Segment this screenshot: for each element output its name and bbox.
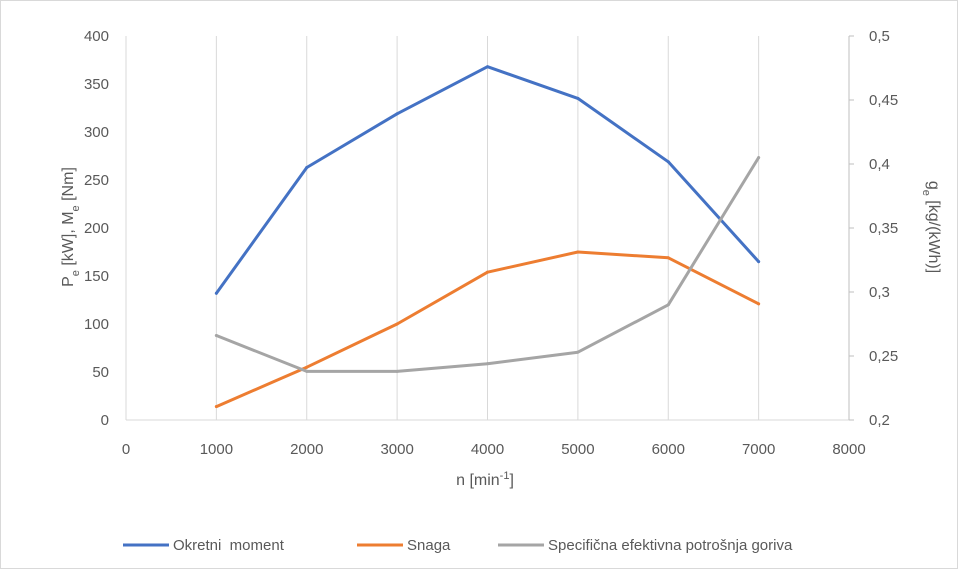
y-tick-label: 50 xyxy=(92,364,109,381)
y2-tick-label: 0,45 xyxy=(869,92,898,109)
legend-label-okretni-moment: Okretni moment xyxy=(173,537,285,554)
y-tick-label: 100 xyxy=(84,316,109,333)
data-point-1 xyxy=(396,323,399,326)
x-tick-label: 7000 xyxy=(742,441,775,458)
data-point-0 xyxy=(215,292,218,295)
data-point-1 xyxy=(576,251,579,254)
tick-labels: 0 1000 2000 3000 4000 5000 6000 7000 8000 0 50 100 1… xyxy=(84,28,898,458)
x-tick-label: 6000 xyxy=(652,441,685,458)
data-point-1 xyxy=(667,256,670,259)
legend-label-snaga: Snaga xyxy=(407,537,451,554)
data-point-0 xyxy=(576,97,579,100)
y2-tick-label: 0,3 xyxy=(869,284,890,301)
data-point-0 xyxy=(305,166,308,169)
x-tick-label: 4000 xyxy=(471,441,504,458)
y2-tick-label: 0,35 xyxy=(869,220,898,237)
data-point-0 xyxy=(757,260,760,263)
y2-tick-label: 0,4 xyxy=(869,156,890,173)
y2-tick-label: 0,2 xyxy=(869,412,890,429)
data-point-2 xyxy=(667,303,670,306)
data-point-0 xyxy=(396,112,399,115)
data-point-1 xyxy=(305,366,308,369)
x-tick-label: 3000 xyxy=(380,441,413,458)
y-tick-label: 200 xyxy=(84,220,109,237)
x-tick-label: 2000 xyxy=(290,441,323,458)
y-tick-label: 250 xyxy=(84,172,109,189)
data-point-2 xyxy=(576,351,579,354)
data-point-1 xyxy=(757,302,760,305)
x-tick-label: 1000 xyxy=(200,441,233,458)
data-point-2 xyxy=(757,156,760,159)
y2-tick-label: 0,5 xyxy=(869,28,890,45)
data-point-0 xyxy=(486,65,489,68)
legend: Okretni moment Snaga Specifična efektivn… xyxy=(123,537,793,554)
x-tick-label: 8000 xyxy=(832,441,865,458)
data-point-0 xyxy=(667,160,670,163)
legend-item-specificna-potrosnja[interactable]: Specifična efektivna potrošnja goriva xyxy=(498,537,793,554)
data-point-2 xyxy=(486,362,489,365)
legend-label-specificna-potrosnja: Specifična efektivna potrošnja goriva xyxy=(548,537,793,554)
x-tick-label: 5000 xyxy=(561,441,594,458)
x-tick-label: 0 xyxy=(122,441,130,458)
data-point-2 xyxy=(305,370,308,373)
legend-item-snaga[interactable]: Snaga xyxy=(357,537,451,554)
gridlines xyxy=(216,36,849,420)
data-point-2 xyxy=(396,370,399,373)
y-tick-label: 300 xyxy=(84,124,109,141)
data-point-1 xyxy=(486,271,489,274)
y-axis-title-left: Pe [kW], Me [Nm] xyxy=(60,167,82,287)
data-point-2 xyxy=(215,334,218,337)
y-tick-label: 150 xyxy=(84,268,109,285)
y2-tick-label: 0,25 xyxy=(869,348,898,365)
y-tick-label: 400 xyxy=(84,28,109,45)
x-axis-title: n [min-1] xyxy=(456,470,514,489)
data-point-1 xyxy=(215,405,218,408)
y-axis-title-right: ge [kg/(kWh)] xyxy=(920,181,942,273)
y-tick-label: 0 xyxy=(101,412,109,429)
y-tick-label: 350 xyxy=(84,76,109,93)
legend-item-okretni-moment[interactable]: Okretni moment xyxy=(123,537,285,554)
